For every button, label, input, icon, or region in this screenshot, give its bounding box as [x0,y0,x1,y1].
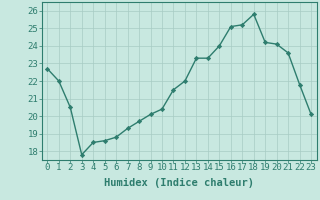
X-axis label: Humidex (Indice chaleur): Humidex (Indice chaleur) [104,178,254,188]
